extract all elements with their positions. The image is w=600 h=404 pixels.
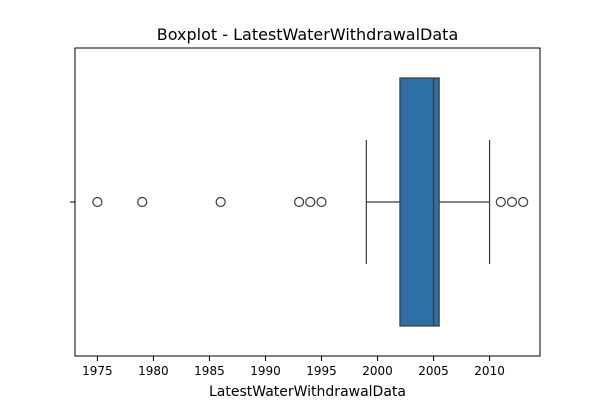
x-axis-tick-label: 1975 bbox=[82, 364, 113, 378]
outlier-point bbox=[518, 196, 529, 208]
outlier-point bbox=[92, 196, 103, 208]
x-axis-tick-label: 2000 bbox=[362, 364, 393, 378]
boxplot-marks bbox=[92, 77, 529, 327]
x-axis-tick-label: 2005 bbox=[418, 364, 449, 378]
outlier-point bbox=[293, 196, 305, 208]
outlier-point bbox=[305, 196, 316, 208]
x-axis-tick-label: 1980 bbox=[138, 364, 169, 378]
outlier-point bbox=[215, 196, 226, 208]
x-axis-tick-label: 1995 bbox=[306, 364, 337, 378]
x-axis-ticks: 1975 1980 1985 1990 1995 2000 2005 2010 bbox=[82, 356, 505, 378]
interquartile-box bbox=[399, 77, 440, 327]
outlier-point bbox=[495, 196, 506, 208]
chart-title: Boxplot - LatestWaterWithdrawalData bbox=[157, 25, 459, 44]
outlier-point bbox=[506, 196, 518, 208]
outlier-point bbox=[137, 196, 148, 208]
x-axis-tick-label: 2010 bbox=[474, 364, 505, 378]
outlier-point bbox=[316, 196, 327, 208]
x-axis-tick-label: 1985 bbox=[194, 364, 225, 378]
x-axis-tick-label: 1990 bbox=[250, 364, 281, 378]
x-axis-label: LatestWaterWithdrawalData bbox=[209, 384, 406, 400]
